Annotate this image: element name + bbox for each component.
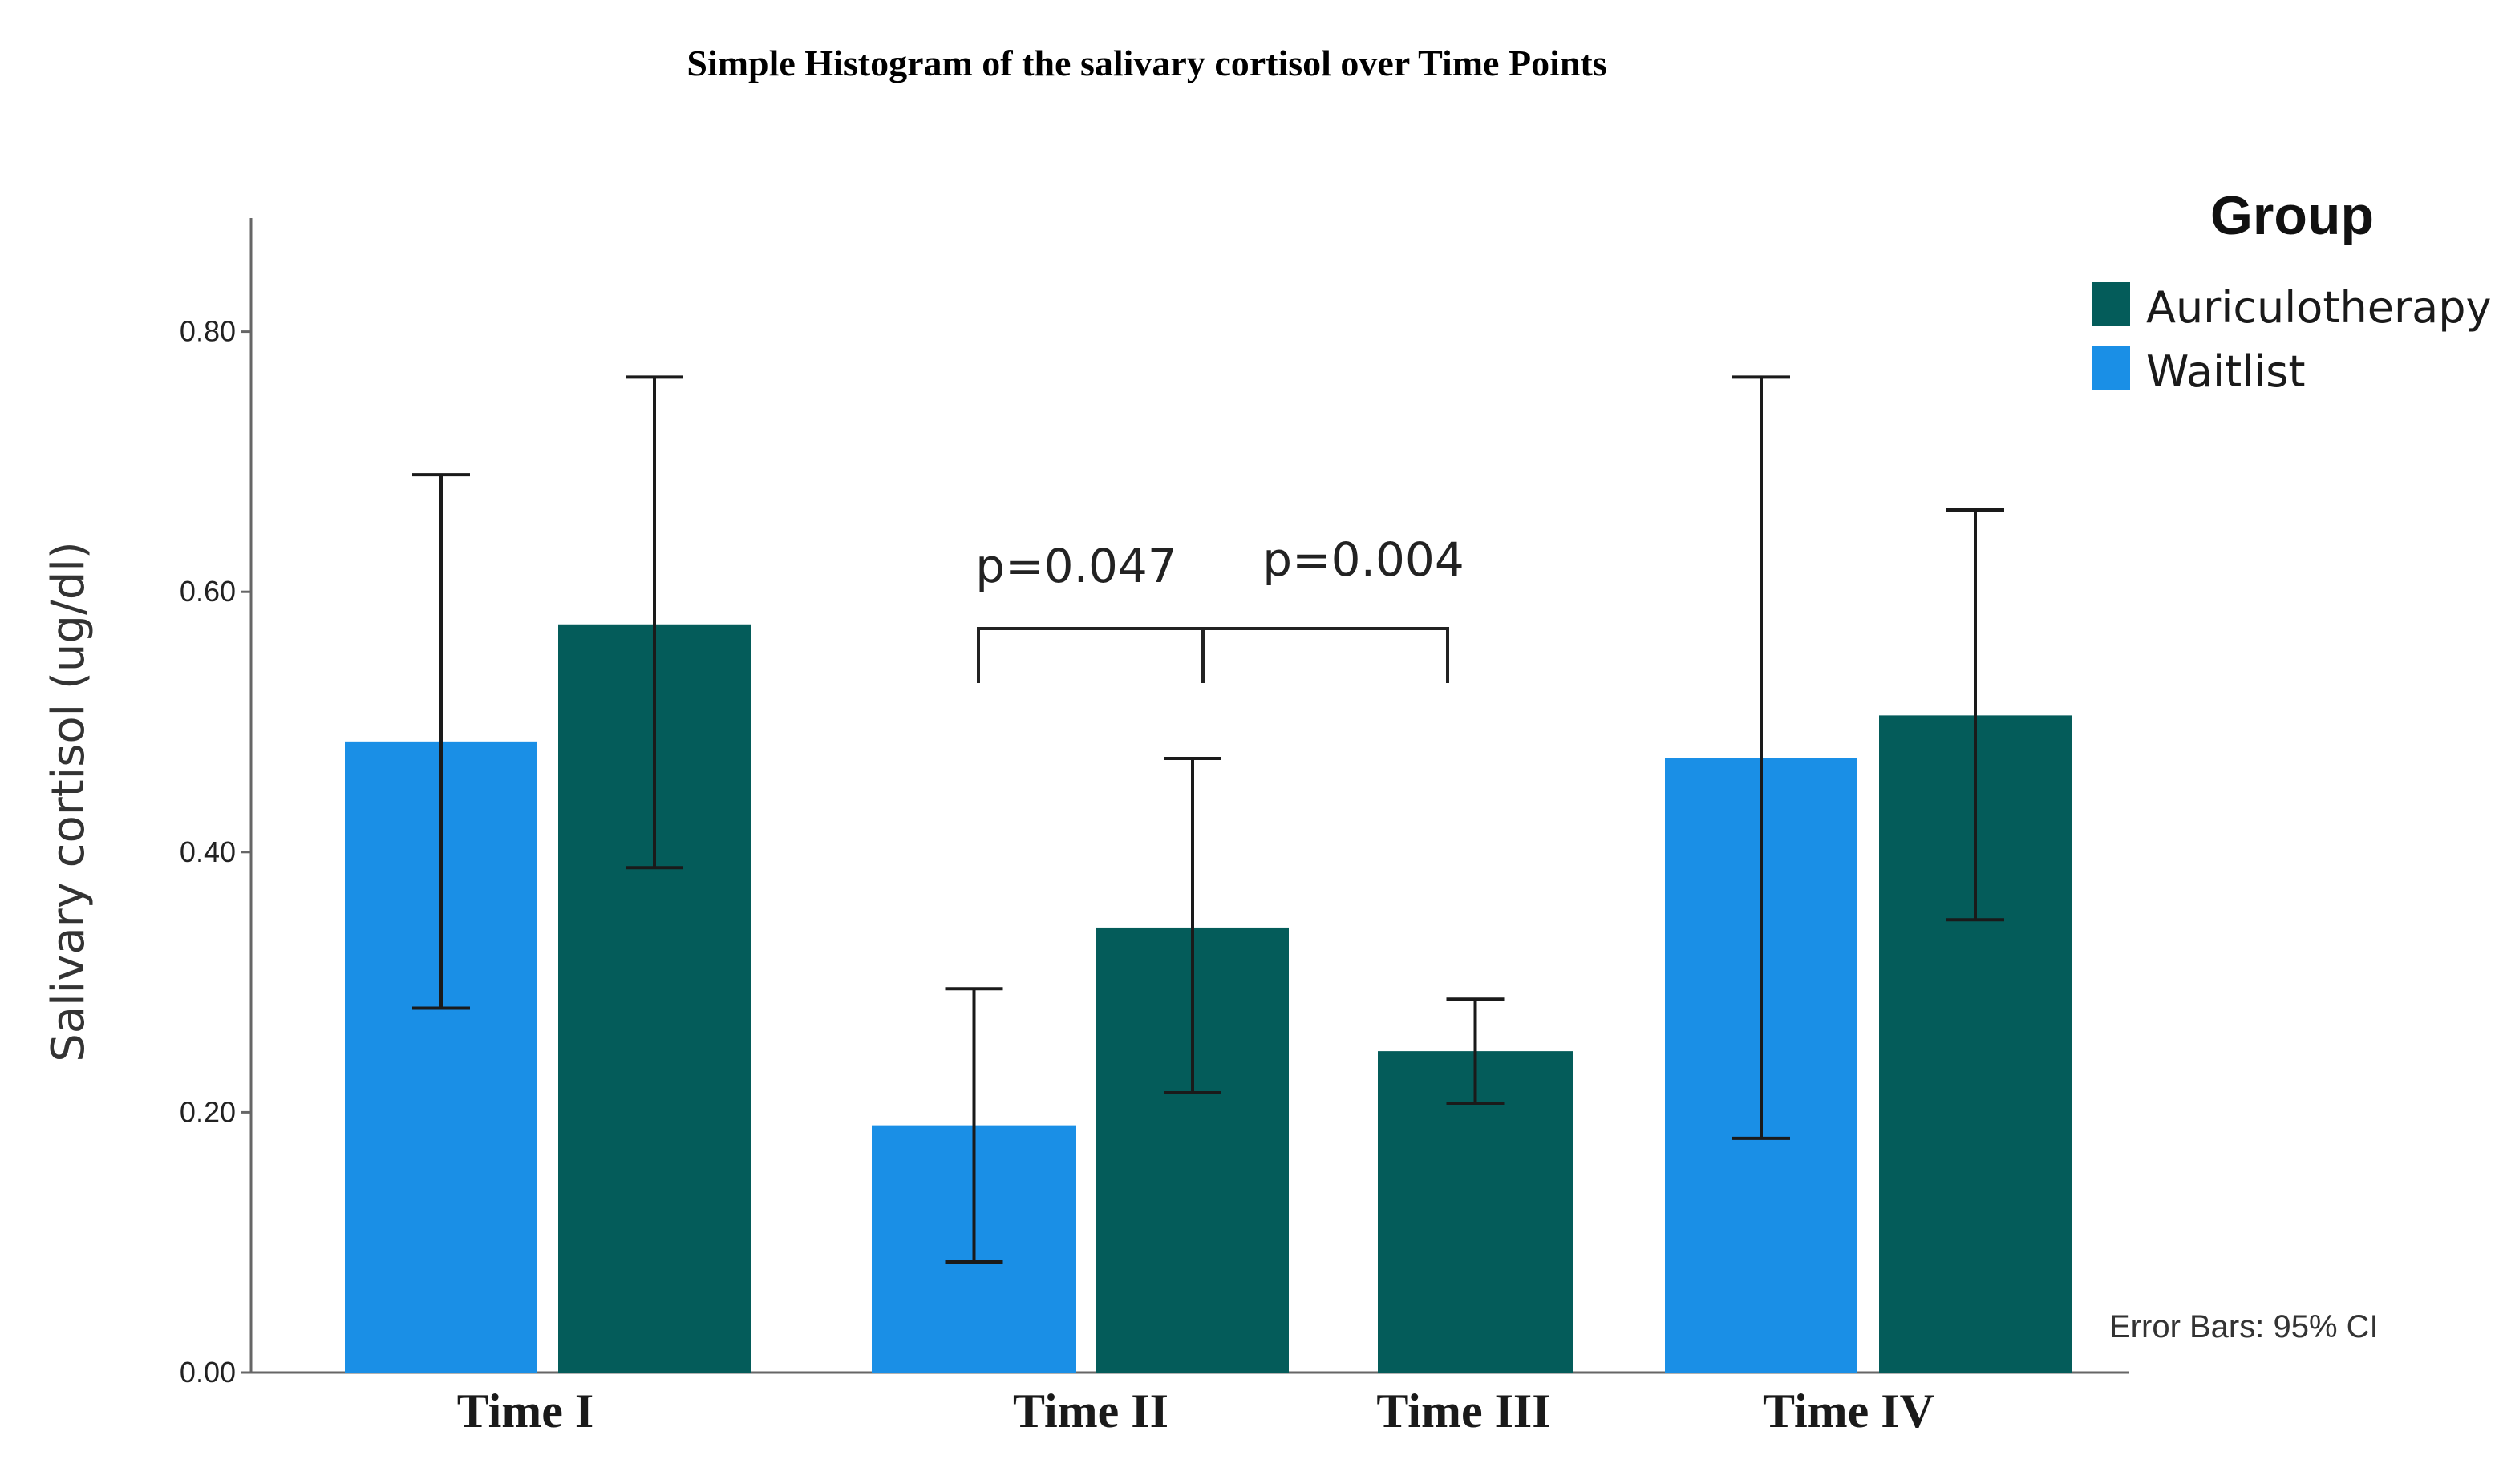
error-bar-auriculotherapy-time-ii [1164, 756, 1221, 1095]
y-tick-label: 0.20 [180, 1095, 236, 1128]
error-bar-waitlist-time-i [412, 473, 470, 1010]
legend-label-auriculotherapy: Auriculotherapy [2146, 282, 2491, 333]
error-bar-auriculotherapy-time-i [626, 375, 683, 870]
error-bar-auriculotherapy-time-iii [1446, 997, 1505, 1106]
error-bars-note: Error Bars: 95% CI [2109, 1309, 2379, 1344]
legend: Group Auriculotherapy Waitlist [2092, 185, 2491, 397]
error-bar-auriculotherapy-time-iv [1946, 507, 2004, 922]
legend-swatch-auriculotherapy [2092, 282, 2130, 326]
bracket-outer [977, 627, 1449, 683]
legend-label-waitlist: Waitlist [2146, 346, 2306, 397]
p-value-annotation-2: p=0.004 [1262, 532, 1464, 587]
y-axis-label: Salivary cortisol (ug/dl) [43, 541, 95, 1062]
error-bar-waitlist-time-ii [945, 987, 1003, 1264]
error-bar-waitlist-time-iv [1732, 375, 1790, 1140]
y-tick-label: 0.60 [180, 575, 236, 608]
error-bars [412, 375, 2004, 1264]
legend-swatch-waitlist [2092, 346, 2130, 390]
x-tick-label: Time I [457, 1385, 594, 1437]
category-labels: Time I Time II Time III Time IV [457, 1385, 1934, 1437]
y-tick-label: 0.40 [180, 835, 236, 868]
significance-bracket [977, 627, 1449, 683]
y-ticks: 0.00 0.20 0.40 0.60 0.80 [180, 315, 251, 1389]
bar-waitlist-time-iii [872, 1365, 873, 1373]
p-value-annotation-1: p=0.047 [975, 539, 1177, 593]
x-tick-label: Time III [1376, 1385, 1550, 1437]
bars [345, 624, 2072, 1373]
y-tick-label: 0.00 [180, 1356, 236, 1389]
legend-title: Group [2210, 185, 2374, 246]
chart-title: Simple Histogram of the salivary cortiso… [687, 42, 1606, 83]
x-tick-label: Time II [1013, 1385, 1168, 1437]
y-tick-label: 0.80 [180, 315, 236, 348]
x-tick-label: Time IV [1763, 1385, 1934, 1437]
